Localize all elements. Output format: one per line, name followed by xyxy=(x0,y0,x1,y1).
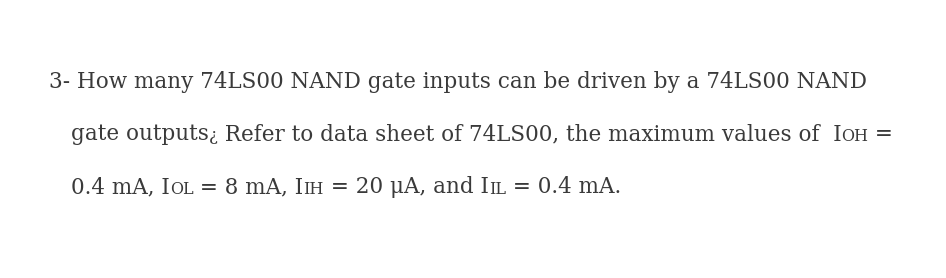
Text: = 8 mA, I: = 8 mA, I xyxy=(193,176,304,198)
Text: OL: OL xyxy=(169,181,193,198)
Text: ¿: ¿ xyxy=(209,127,218,144)
Text: IH: IH xyxy=(304,181,324,198)
Text: gate outputs: gate outputs xyxy=(71,123,209,145)
Text: =: = xyxy=(868,123,893,145)
Text: 3- How many 74LS00 NAND gate inputs can be driven by a 74LS00 NAND: 3- How many 74LS00 NAND gate inputs can … xyxy=(49,71,867,93)
Text: = 20 μA, and I: = 20 μA, and I xyxy=(324,176,489,198)
Text: Refer to data sheet of 74LS00, the maximum values of  I: Refer to data sheet of 74LS00, the maxim… xyxy=(218,123,841,145)
Text: IL: IL xyxy=(489,181,506,198)
Text: = 0.4 mA.: = 0.4 mA. xyxy=(506,176,621,198)
Text: 0.4 mA, I: 0.4 mA, I xyxy=(71,176,169,198)
Text: OH: OH xyxy=(841,128,868,145)
